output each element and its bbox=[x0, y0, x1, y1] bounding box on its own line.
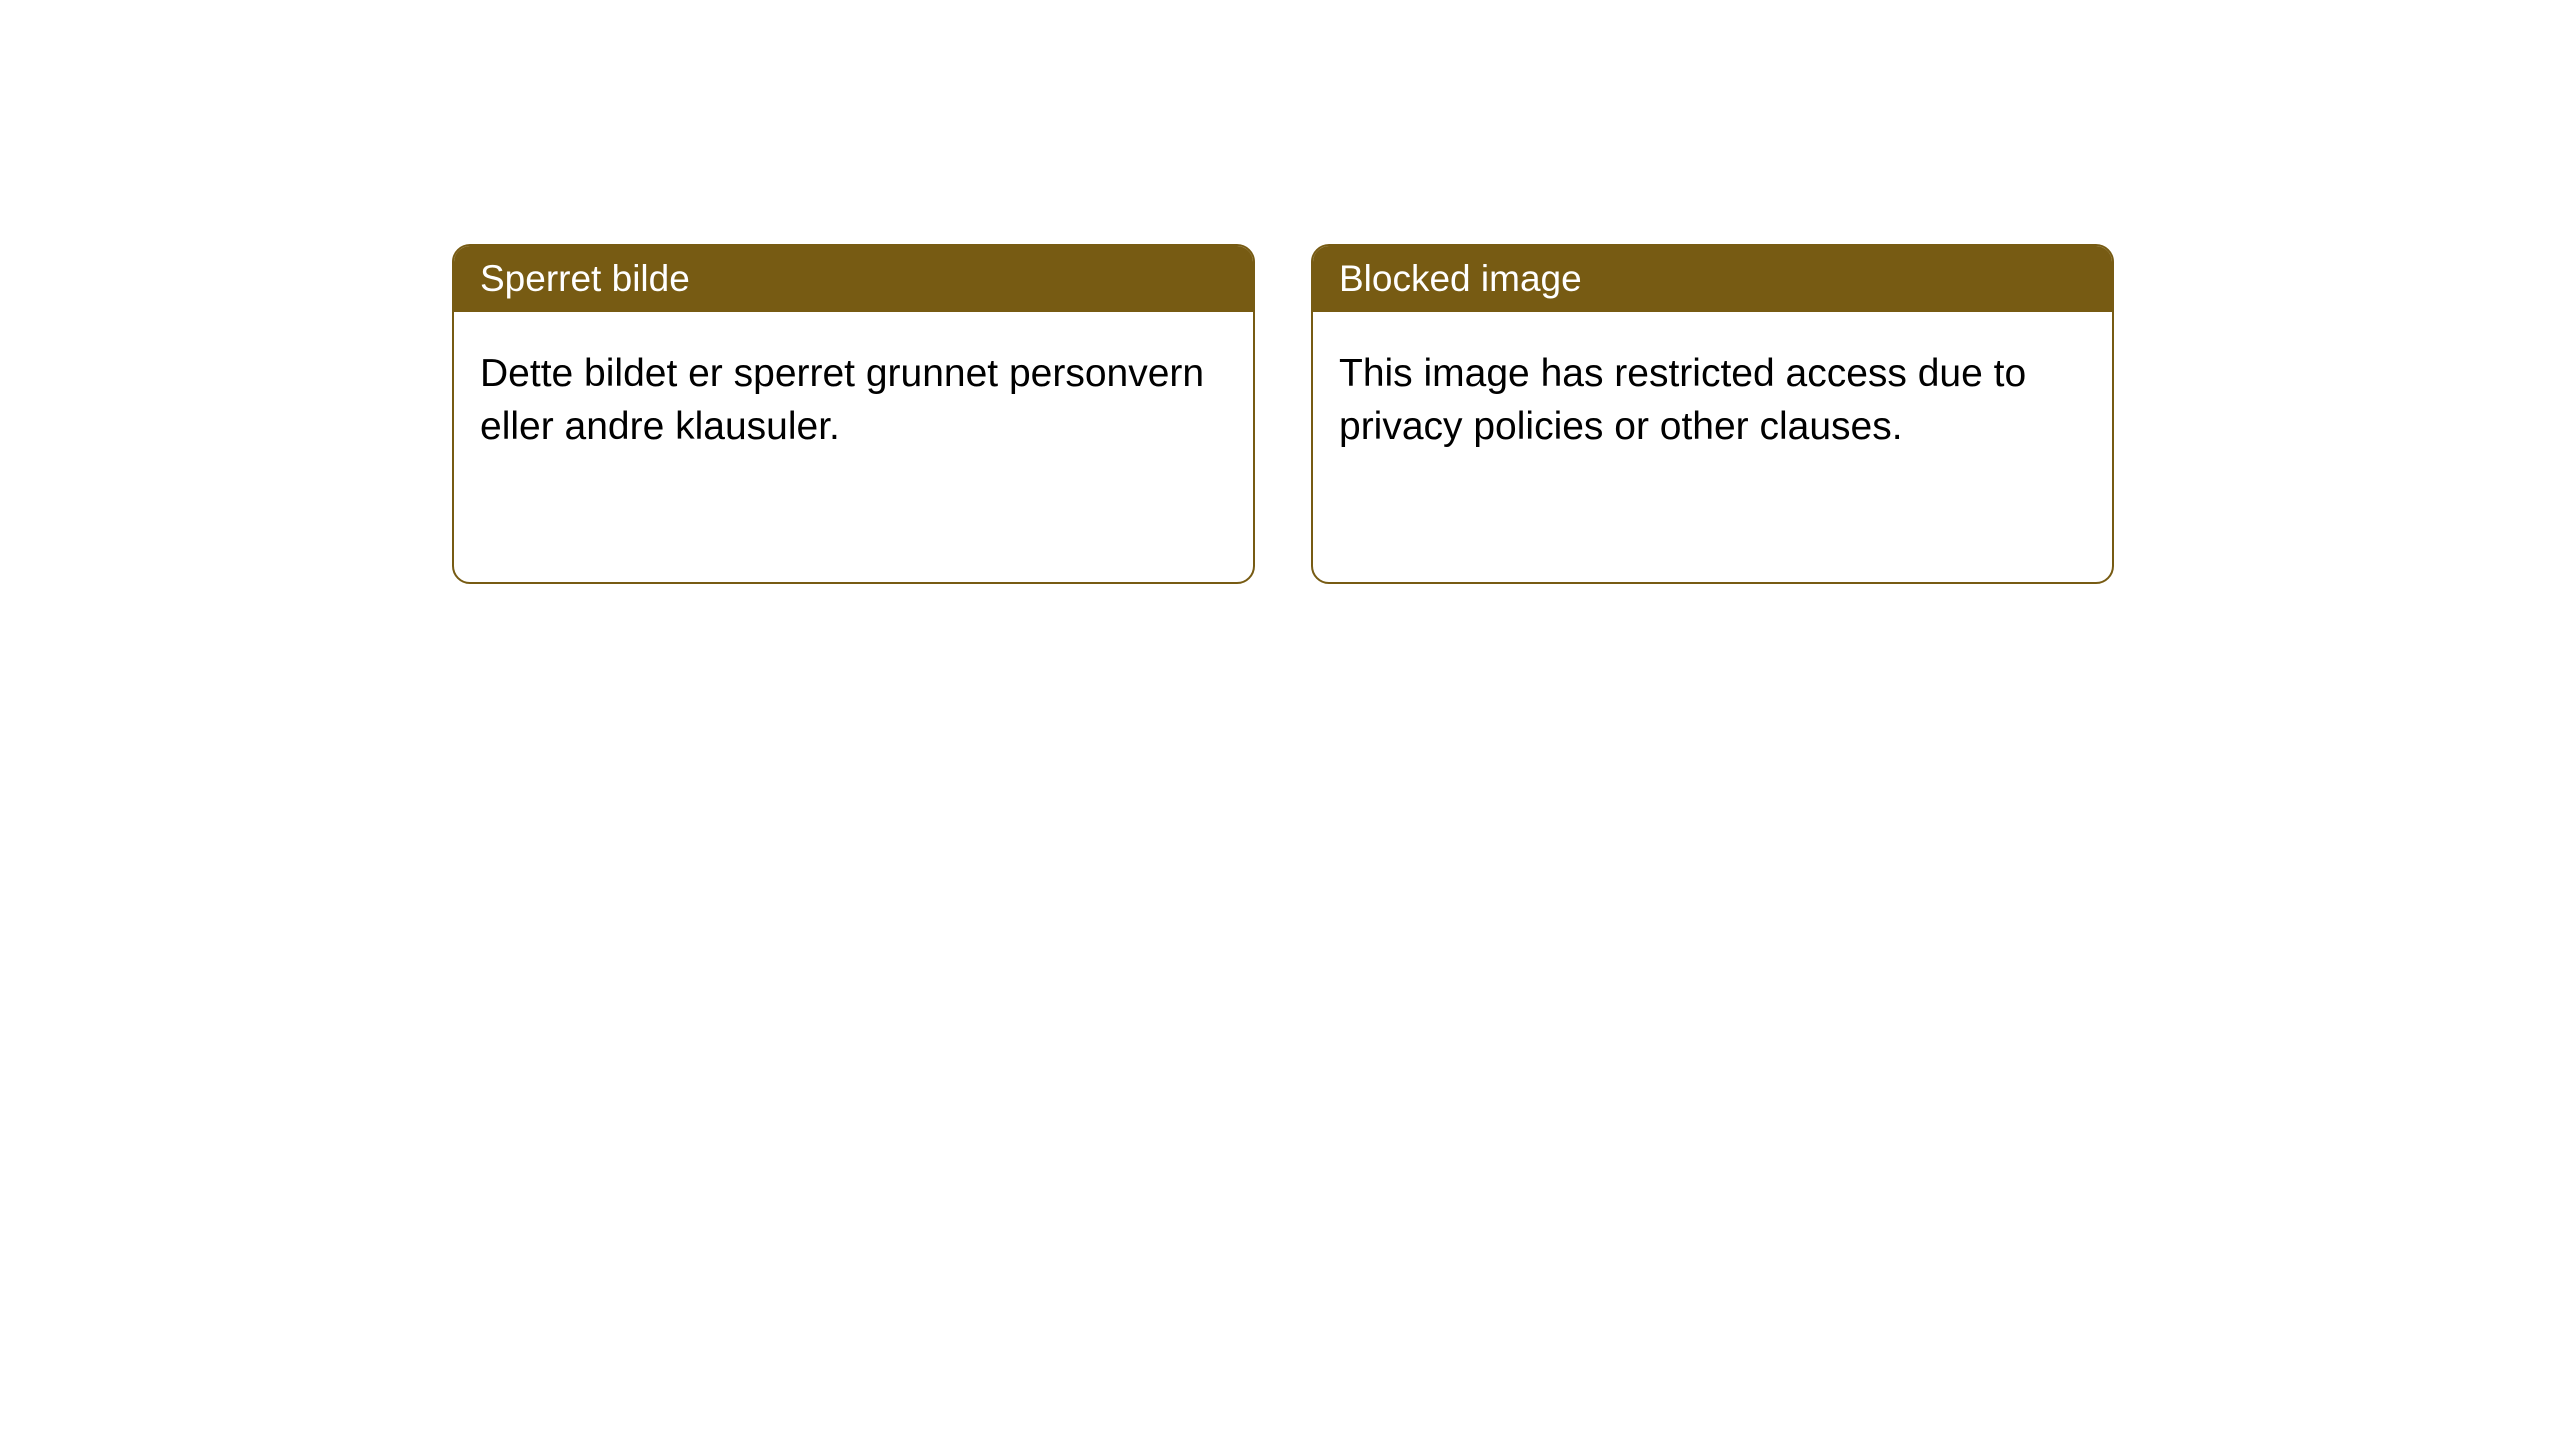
card-body-text: This image has restricted access due to … bbox=[1339, 352, 2026, 448]
card-body: Dette bildet er sperret grunnet personve… bbox=[454, 312, 1253, 582]
card-header: Sperret bilde bbox=[454, 246, 1253, 312]
blocked-image-card-english: Blocked image This image has restricted … bbox=[1311, 244, 2114, 584]
card-body-text: Dette bildet er sperret grunnet personve… bbox=[480, 352, 1204, 448]
card-header: Blocked image bbox=[1313, 246, 2112, 312]
card-title-text: Blocked image bbox=[1339, 258, 1582, 299]
card-body: This image has restricted access due to … bbox=[1313, 312, 2112, 582]
blocked-image-card-norwegian: Sperret bilde Dette bildet er sperret gr… bbox=[452, 244, 1255, 584]
card-title-text: Sperret bilde bbox=[480, 258, 690, 299]
blocked-image-cards: Sperret bilde Dette bildet er sperret gr… bbox=[452, 244, 2114, 584]
